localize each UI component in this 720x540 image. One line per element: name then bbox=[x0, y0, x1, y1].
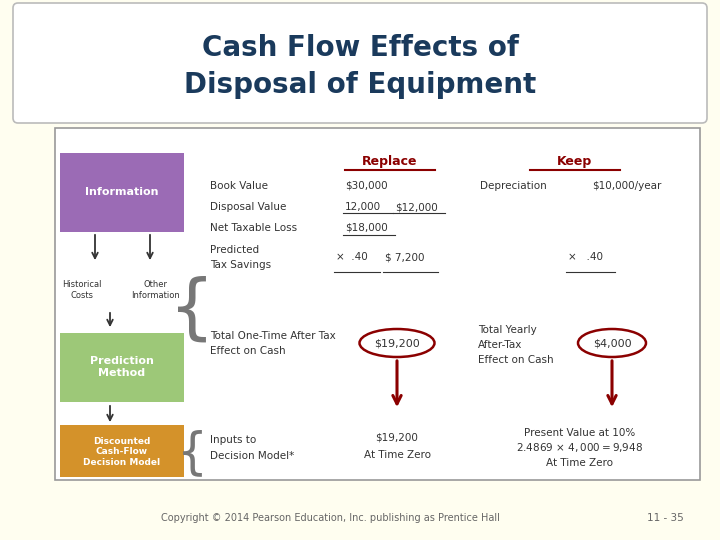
Text: {: { bbox=[176, 429, 207, 477]
Text: ×  .40: × .40 bbox=[336, 252, 368, 262]
Text: Book Value: Book Value bbox=[210, 181, 268, 191]
Text: $10,000/year: $10,000/year bbox=[592, 181, 662, 191]
Text: Depreciation: Depreciation bbox=[480, 181, 546, 191]
FancyBboxPatch shape bbox=[13, 3, 707, 123]
Text: Effect on Cash: Effect on Cash bbox=[478, 355, 554, 365]
Text: Keep: Keep bbox=[557, 156, 593, 168]
Text: Predicted: Predicted bbox=[210, 245, 259, 255]
Text: Cash Flow Effects of: Cash Flow Effects of bbox=[202, 34, 518, 62]
Text: Inputs to: Inputs to bbox=[210, 435, 256, 445]
Ellipse shape bbox=[578, 329, 646, 357]
Text: 2.4869 × $4,000 = $9,948: 2.4869 × $4,000 = $9,948 bbox=[516, 442, 644, 455]
Text: Present Value at 10%: Present Value at 10% bbox=[524, 428, 636, 438]
Text: $19,200: $19,200 bbox=[376, 433, 418, 443]
Text: After-Tax: After-Tax bbox=[478, 340, 523, 350]
Text: $19,200: $19,200 bbox=[374, 338, 420, 348]
Text: 11 - 35: 11 - 35 bbox=[647, 513, 683, 523]
Text: Information: Information bbox=[85, 187, 158, 197]
Text: Other
Information: Other Information bbox=[130, 280, 179, 300]
Text: Total Yearly: Total Yearly bbox=[478, 325, 536, 335]
Text: At Time Zero: At Time Zero bbox=[546, 458, 613, 468]
Text: Effect on Cash: Effect on Cash bbox=[210, 346, 286, 356]
FancyBboxPatch shape bbox=[60, 153, 184, 232]
FancyBboxPatch shape bbox=[55, 128, 700, 480]
Ellipse shape bbox=[359, 329, 434, 357]
Text: $4,000: $4,000 bbox=[593, 338, 631, 348]
Text: Total One-Time After Tax: Total One-Time After Tax bbox=[210, 331, 336, 341]
Text: At Time Zero: At Time Zero bbox=[364, 450, 431, 460]
FancyBboxPatch shape bbox=[60, 333, 184, 402]
Text: $18,000: $18,000 bbox=[345, 223, 388, 233]
FancyBboxPatch shape bbox=[60, 425, 184, 477]
Text: Discounted
Cash-Flow
Decision Model: Discounted Cash-Flow Decision Model bbox=[84, 437, 161, 467]
Text: Replace: Replace bbox=[362, 156, 418, 168]
Text: 12,000: 12,000 bbox=[345, 202, 381, 212]
Text: Historical
Costs: Historical Costs bbox=[62, 280, 102, 300]
Text: Tax Savings: Tax Savings bbox=[210, 260, 271, 270]
Text: $ 7,200: $ 7,200 bbox=[385, 252, 425, 262]
Text: ×   .40: × .40 bbox=[568, 252, 603, 262]
Text: $12,000: $12,000 bbox=[395, 202, 438, 212]
Text: Copyright © 2014 Pearson Education, Inc. publishing as Prentice Hall: Copyright © 2014 Pearson Education, Inc.… bbox=[161, 513, 500, 523]
Text: Disposal Value: Disposal Value bbox=[210, 202, 287, 212]
Text: Disposal of Equipment: Disposal of Equipment bbox=[184, 71, 536, 99]
Text: $30,000: $30,000 bbox=[345, 181, 387, 191]
Text: {: { bbox=[169, 275, 215, 345]
Text: Prediction
Method: Prediction Method bbox=[90, 356, 154, 378]
Text: Net Taxable Loss: Net Taxable Loss bbox=[210, 223, 297, 233]
Text: Decision Model*: Decision Model* bbox=[210, 451, 294, 461]
